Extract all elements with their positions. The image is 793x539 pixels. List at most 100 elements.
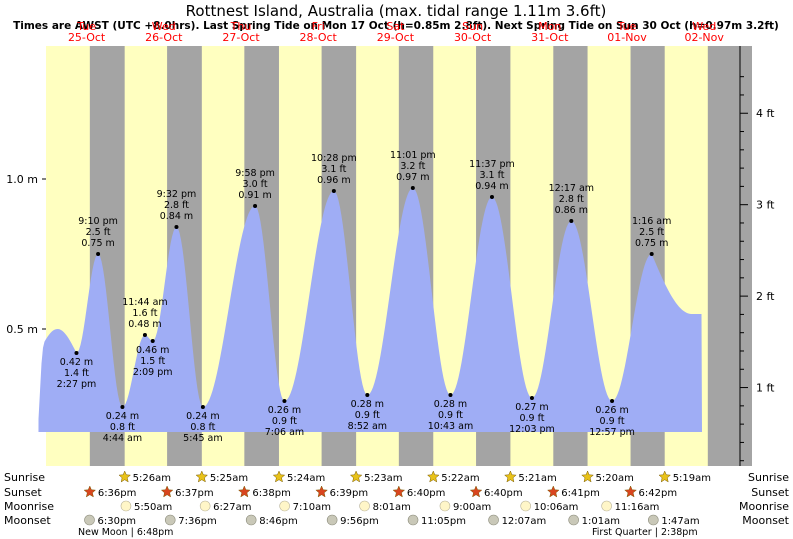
tide-height-m: 0.27 m [515,402,548,413]
tide-time: 10:28 pm [311,153,357,164]
tide-marker [610,399,615,403]
tide-height-ft: 0.8 ft [110,422,135,433]
tide-marker [282,399,287,403]
ft-tick-label: 1 ft [756,382,775,395]
moonset-row-label-left: Moonset [4,514,51,527]
tide-marker [200,405,205,409]
tide-height-m: 0.94 m [475,181,508,192]
sunrise-event: 5:24am [272,470,325,484]
moonset-time: 8:46pm [259,516,298,527]
tide-time: 4:44 am [103,433,142,444]
sunset-icon [83,485,97,498]
sunrise-event: 5:20am [581,470,634,484]
right-axis: 1 ft 2 ft 3 ft 4 ft [739,46,775,466]
tide-height-m: 0.84 m [160,211,193,222]
tide-height-ft: 0.8 ft [190,422,215,433]
sunrise-icon [658,470,672,483]
sunrise-time: 5:20am [596,473,634,484]
sunset-time: 6:39pm [330,488,369,499]
right-strip [740,46,752,466]
ft-tick-label: 4 ft [756,107,775,120]
tide-time: 8:52 am [348,421,387,432]
tide-height-ft: 1.5 ft [140,356,165,367]
sunrise-icon [118,470,132,483]
sunrise-event: 5:22am [426,470,480,484]
low-tide-point: 0.26 m0.9 ft7:06 am [265,399,304,438]
sunrise-time: 5:25am [210,473,248,484]
moonset-time: 12:07am [502,516,547,527]
high-tide-point: 1:16 am2.5 ft0.75 m [632,216,671,256]
tide-marker [365,393,370,397]
sunset-event: 6:40pm [392,485,445,499]
high-tide-point: 9:58 pm3.0 ft0.91 m [235,168,275,208]
day-name: Wed [692,20,716,33]
moonrise-row-label-right: Moonrise [739,500,789,513]
sunset-time: 6:40pm [484,488,523,499]
day-date: 25-Oct [68,31,106,44]
tide-time: 9:32 pm [157,189,197,200]
moonrise-time: 10:06am [534,502,579,513]
sunset-icon [546,485,560,498]
sunrise-icon [426,470,440,483]
tide-height-ft: 2.8 ft [164,200,189,211]
sunset-event: 6:37pm [160,485,214,499]
high-tide-point: 9:32 pm2.8 ft0.84 m [157,189,197,229]
tide-height-ft: 3.2 ft [400,161,425,172]
sunrise-icon [349,470,363,483]
moonrise-event: 5:50am [120,500,172,513]
tide-height-ft: 3.1 ft [321,164,346,175]
tide-marker [331,189,336,193]
tide-marker [649,252,654,256]
day-name: Tue [76,20,96,33]
moonset-event: 9:56pm [326,514,379,527]
moonrise-icon [279,500,290,512]
tide-time: 9:10 pm [78,216,118,227]
day-date: 29-Oct [377,31,415,44]
high-tide-point: 12:17 am2.8 ft0.86 m [549,183,594,223]
tide-time: 12:03 pm [509,424,555,435]
tide-time: 12:17 am [549,183,594,194]
moonrise-event: 6:27am [199,500,251,513]
sunset-event: 6:38pm [237,485,291,499]
tide-time: 10:43 am [428,421,473,432]
sunset-icon [392,485,406,498]
moonset-icon [164,514,176,526]
moonset-icon [407,514,419,526]
tide-labels: 0.42 m1.4 ft2:27 pm9:10 pm2.5 ft0.75 m0.… [57,150,672,444]
moonset-time: 1:01am [582,516,620,527]
astro-rows: Sunrise Sunrise 5:26am 5:25am 5:24am 5:23am 5:… [4,470,790,538]
moonrise-event: 10:06am [520,500,579,513]
day-date: 02-Nov [684,31,724,44]
tide-height-ft: 2.5 ft [86,227,111,238]
day-date: 28-Oct [300,31,338,44]
tide-height-ft: 3.0 ft [243,179,268,190]
day-date: 30-Oct [454,31,492,44]
day-date: 31-Oct [531,31,569,44]
sunset-event: 6:39pm [315,485,369,499]
low-tide-point: 0.28 m0.9 ft8:52 am [348,393,387,432]
sunset-time: 6:36pm [98,488,137,499]
moonset-time: 9:56pm [340,516,379,527]
sunrise-event: 5:25am [195,470,248,484]
sunrise-event: 5:21am [504,470,557,484]
day-name: Thu [230,20,252,33]
sunset-event: 6:36pm [83,485,137,499]
moonset-event: 1:47am [648,514,700,527]
moonrise-icon [439,500,451,512]
high-tide-point: 11:01 pm3.2 ft0.97 m [390,150,436,190]
tide-marker [529,396,534,400]
moonset-event: 8:46pm [245,514,298,527]
tide-height-m: 0.75 m [81,238,114,249]
tide-height-series [38,188,702,432]
tide-time: 2:09 pm [133,367,173,378]
tide-marker [569,219,574,223]
tide-height-ft: 0.9 ft [272,416,297,427]
sunset-icon [237,485,251,498]
tide-height-m: 0.46 m [136,345,169,356]
low-tide-point: 0.24 m0.8 ft5:45 am [183,405,223,444]
high-tide-point: 11:44 am1.6 ft0.48 m [122,297,168,337]
moonrise-time: 8:01am [373,502,411,513]
moonset-event: 7:36pm [164,514,217,527]
